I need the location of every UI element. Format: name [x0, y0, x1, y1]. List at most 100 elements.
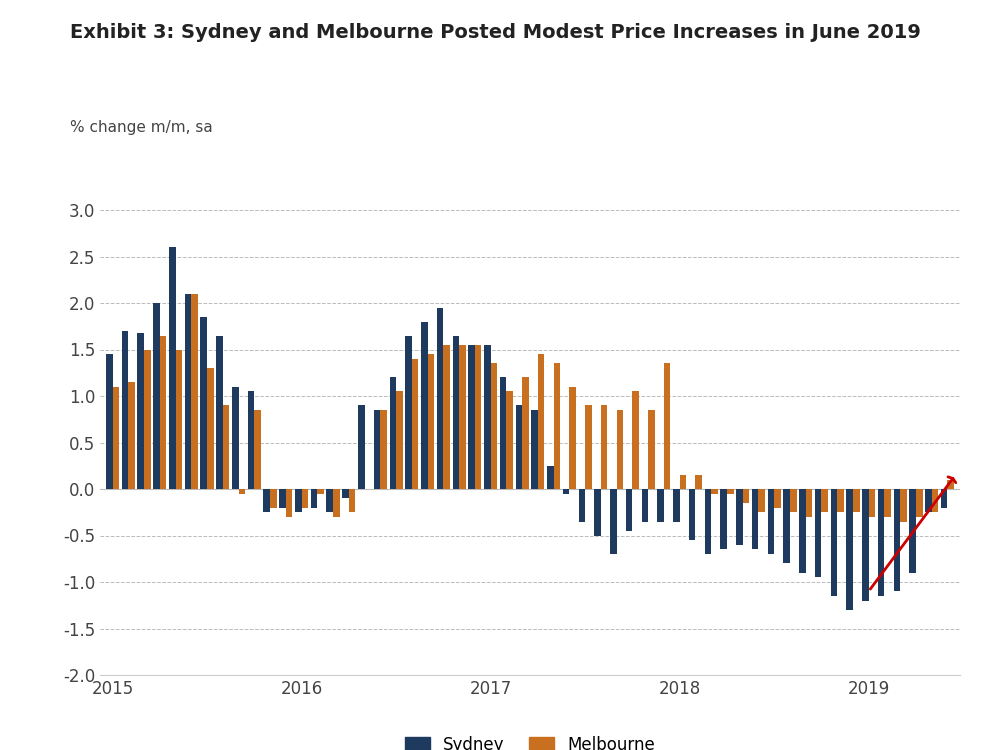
Bar — [144, 350, 151, 489]
Bar — [453, 335, 459, 489]
Bar — [122, 331, 128, 489]
Bar — [437, 308, 443, 489]
Bar — [846, 489, 853, 610]
Bar — [374, 410, 380, 489]
Bar — [947, 480, 954, 489]
Bar — [380, 410, 387, 489]
Bar — [191, 294, 198, 489]
Bar — [932, 489, 938, 512]
Bar — [358, 405, 365, 489]
Bar — [837, 489, 844, 512]
Bar — [579, 489, 585, 521]
Bar — [232, 387, 239, 489]
Bar — [342, 489, 349, 498]
Bar — [774, 489, 781, 508]
Bar — [405, 335, 412, 489]
Bar — [941, 489, 947, 508]
Bar — [522, 377, 529, 489]
Bar — [743, 489, 749, 503]
Bar — [207, 368, 214, 489]
Bar — [711, 489, 718, 494]
Bar — [317, 489, 324, 494]
Bar — [176, 350, 182, 489]
Bar — [925, 489, 932, 512]
Bar — [443, 345, 450, 489]
Bar — [516, 405, 522, 489]
Bar — [610, 489, 617, 554]
Bar — [563, 489, 569, 494]
Bar — [286, 489, 292, 517]
Bar — [727, 489, 734, 494]
Bar — [153, 303, 160, 489]
Bar — [831, 489, 837, 596]
Bar — [248, 392, 254, 489]
Bar — [736, 489, 743, 544]
Bar — [421, 322, 428, 489]
Bar — [547, 466, 554, 489]
Bar — [390, 377, 396, 489]
Bar — [484, 345, 491, 489]
Bar — [113, 387, 119, 489]
Bar — [648, 410, 655, 489]
Bar — [506, 392, 513, 489]
Text: % change m/m, sa: % change m/m, sa — [70, 120, 213, 135]
Bar — [806, 489, 812, 517]
Bar — [626, 489, 632, 531]
Bar — [396, 392, 403, 489]
Bar — [617, 410, 623, 489]
Bar — [680, 475, 686, 489]
Bar — [601, 405, 607, 489]
Bar — [909, 489, 916, 573]
Bar — [869, 489, 875, 517]
Bar — [295, 489, 302, 512]
Bar — [333, 489, 340, 517]
Bar — [705, 489, 711, 554]
Bar — [585, 405, 592, 489]
Bar — [689, 489, 695, 540]
Bar — [254, 410, 261, 489]
Bar — [128, 382, 135, 489]
Bar — [853, 489, 860, 512]
Bar — [279, 489, 286, 508]
Bar — [531, 410, 538, 489]
Bar — [538, 354, 544, 489]
Bar — [790, 489, 797, 512]
Bar — [468, 345, 475, 489]
Bar — [270, 489, 277, 508]
Bar — [878, 489, 884, 596]
Bar — [752, 489, 758, 550]
Bar — [569, 387, 576, 489]
Bar — [160, 335, 166, 489]
Bar — [311, 489, 317, 508]
Bar — [657, 489, 664, 521]
Bar — [862, 489, 869, 601]
Bar — [894, 489, 900, 591]
Bar — [349, 489, 355, 512]
Bar — [459, 345, 466, 489]
Bar — [673, 489, 680, 521]
Bar — [884, 489, 891, 517]
Bar — [263, 489, 270, 512]
Bar — [326, 489, 333, 512]
Bar — [664, 364, 670, 489]
Bar — [223, 405, 229, 489]
Bar — [768, 489, 774, 554]
Bar — [720, 489, 727, 550]
Bar — [821, 489, 828, 512]
Bar — [106, 354, 113, 489]
Text: Exhibit 3: Sydney and Melbourne Posted Modest Price Increases in June 2019: Exhibit 3: Sydney and Melbourne Posted M… — [70, 22, 921, 41]
Bar — [412, 358, 418, 489]
Bar — [815, 489, 821, 578]
Bar — [200, 317, 207, 489]
Bar — [137, 333, 144, 489]
Bar — [695, 475, 702, 489]
Bar — [632, 392, 639, 489]
Bar — [491, 364, 497, 489]
Bar — [475, 345, 481, 489]
Bar — [216, 335, 223, 489]
Bar — [500, 377, 506, 489]
Bar — [169, 248, 176, 489]
Bar — [239, 489, 245, 494]
Bar — [302, 489, 308, 508]
Legend: Sydney, Melbourne: Sydney, Melbourne — [398, 730, 662, 750]
